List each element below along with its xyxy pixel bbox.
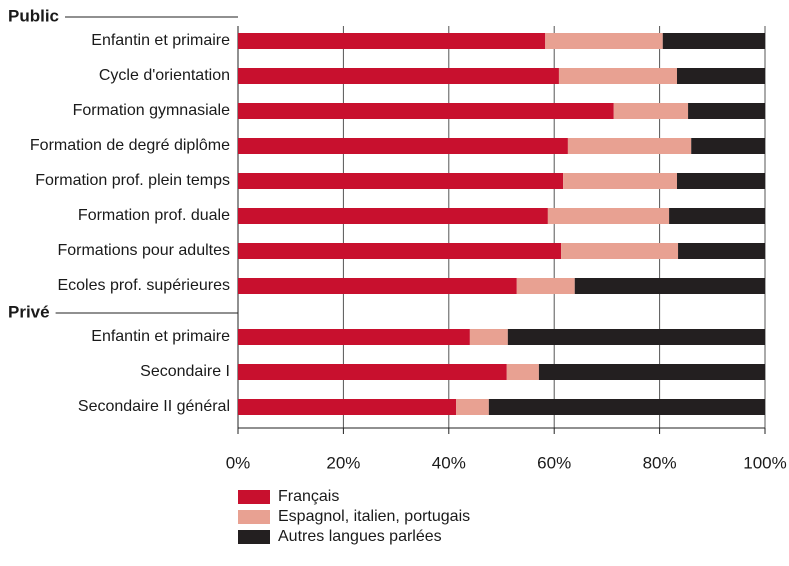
legend-label: Autres langues parlées xyxy=(278,528,442,545)
bar-segment xyxy=(676,173,765,189)
legend-label: Français xyxy=(278,488,339,505)
bar-segment xyxy=(456,399,489,415)
x-tick-label: 100% xyxy=(743,453,786,472)
bar-segment xyxy=(507,329,765,345)
bar-segment xyxy=(676,68,765,84)
bar-segment xyxy=(678,243,765,259)
bar-segment xyxy=(538,364,765,380)
legend-swatch xyxy=(238,490,270,504)
legend-swatch xyxy=(238,510,270,524)
x-tick-label: 40% xyxy=(432,453,466,472)
y-tick-label: Formation de degré diplôme xyxy=(30,137,230,154)
bar-segment xyxy=(574,278,765,294)
bar-segment xyxy=(488,399,765,415)
y-tick-label: Formation prof. plein temps xyxy=(35,172,230,189)
bar-segment xyxy=(238,103,614,119)
bar-segment xyxy=(563,173,677,189)
x-tick-label: 60% xyxy=(537,453,571,472)
legend-swatch xyxy=(238,530,270,544)
bar-segment xyxy=(238,33,546,49)
bar-segment xyxy=(516,278,575,294)
bar-segment xyxy=(238,364,507,380)
group-label: Public xyxy=(8,6,59,25)
y-tick-label: Formations pour adultes xyxy=(57,242,230,259)
y-tick-label: Secondaire II général xyxy=(78,398,230,415)
bar-segment xyxy=(238,243,562,259)
x-tick-label: 20% xyxy=(326,453,360,472)
y-tick-label: Ecoles prof. supérieures xyxy=(57,277,230,294)
bar-segment xyxy=(238,68,559,84)
bar-segment xyxy=(238,138,568,154)
y-tick-label: Cycle d'orientation xyxy=(99,67,230,84)
y-tick-label: Enfantin et primaire xyxy=(91,32,230,49)
bar-segment xyxy=(238,278,517,294)
y-tick-label: Formation gymnasiale xyxy=(73,102,231,119)
bar-segment xyxy=(662,33,765,49)
x-tick-label: 0% xyxy=(226,453,251,472)
legend-label: Espagnol, italien, portugais xyxy=(278,508,470,525)
y-tick-label: Formation prof. duale xyxy=(78,207,230,224)
x-tick-label: 80% xyxy=(643,453,677,472)
bar-segment xyxy=(506,364,539,380)
bar-segment xyxy=(567,138,692,154)
bar-segment xyxy=(469,329,508,345)
bar-segment xyxy=(238,399,457,415)
bar-segment xyxy=(669,208,765,224)
bar-segment xyxy=(545,33,663,49)
y-tick-label: Secondaire I xyxy=(140,363,230,380)
bar-segment xyxy=(238,208,548,224)
group-label: Privé xyxy=(8,302,50,321)
bar-segment xyxy=(691,138,765,154)
bar-segment xyxy=(238,173,564,189)
bar-segment xyxy=(558,68,677,84)
bar-segment xyxy=(561,243,679,259)
y-tick-label: Enfantin et primaire xyxy=(91,328,230,345)
bar-segment xyxy=(547,208,670,224)
bar-segment xyxy=(613,103,689,119)
bar-segment xyxy=(688,103,765,119)
bar-segment xyxy=(238,329,470,345)
